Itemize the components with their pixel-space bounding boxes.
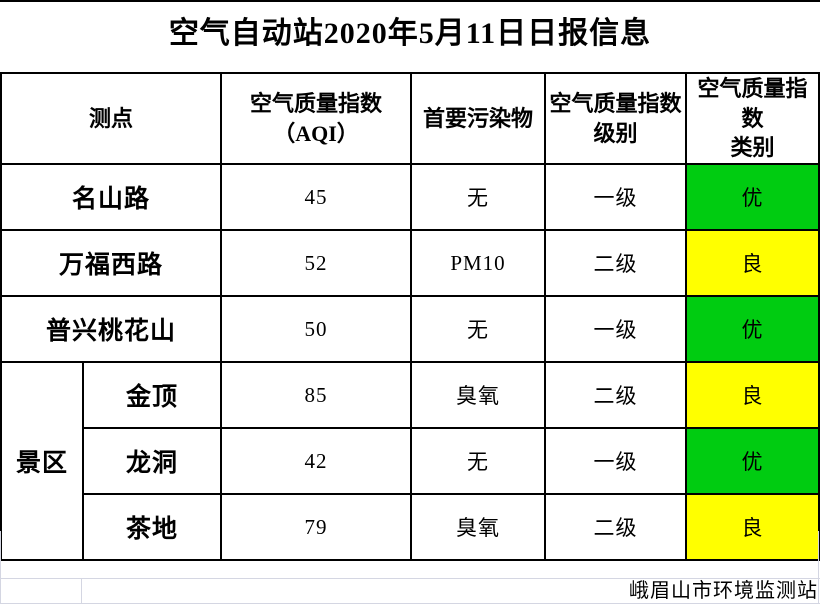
pollutant-cell: PM10 bbox=[410, 229, 547, 298]
site-name-cell: 金顶 bbox=[81, 361, 223, 430]
aqi-report-table: 测点 空气质量指数 （AQI） 首要污染物 空气质量指数 级别 空气质量指数 类… bbox=[0, 71, 820, 562]
category-cell: 良 bbox=[685, 493, 820, 562]
category-cell: 优 bbox=[685, 163, 820, 232]
gridline-vertical bbox=[81, 578, 82, 604]
col-header-site: 测点 bbox=[0, 71, 223, 166]
level-cell: 一级 bbox=[544, 295, 688, 364]
footer-org: 峨眉山市环境监测站 bbox=[629, 580, 818, 602]
level-cell: 二级 bbox=[544, 493, 688, 562]
table-row: 茶地 79 臭氧 二级 良 bbox=[1, 493, 820, 562]
aqi-value-cell: 52 bbox=[220, 229, 413, 298]
aqi-value-cell: 79 bbox=[220, 493, 413, 562]
pollutant-cell: 臭氧 bbox=[410, 361, 547, 430]
aqi-value-cell: 42 bbox=[220, 427, 413, 496]
table-row: 万福西路 52 PM10 二级 良 bbox=[0, 229, 820, 298]
table-row: 龙洞 42 无 一级 优 bbox=[1, 427, 820, 496]
pollutant-cell: 无 bbox=[410, 427, 547, 496]
level-cell: 一级 bbox=[544, 163, 688, 232]
table-header-row: 测点 空气质量指数 （AQI） 首要污染物 空气质量指数 级别 空气质量指数 类… bbox=[0, 71, 820, 166]
site-name-cell: 万福西路 bbox=[0, 229, 223, 298]
site-name-cell: 普兴桃花山 bbox=[0, 295, 223, 364]
table-row: 景区 金顶 85 臭氧 二级 良 bbox=[0, 361, 820, 562]
col-header-pollutant: 首要污染物 bbox=[410, 71, 547, 166]
category-cell: 良 bbox=[685, 229, 820, 298]
site-name-cell: 茶地 bbox=[81, 493, 223, 562]
category-cell: 良 bbox=[685, 361, 820, 430]
aqi-value-cell: 85 bbox=[220, 361, 413, 430]
category-cell: 优 bbox=[685, 427, 820, 496]
level-cell: 二级 bbox=[544, 229, 688, 298]
page-title: 空气自动站2020年5月11日日报信息 bbox=[168, 17, 652, 50]
aqi-value-cell: 50 bbox=[220, 295, 413, 364]
gridline-vertical bbox=[818, 531, 819, 604]
site-name-cell: 名山路 bbox=[0, 163, 223, 232]
level-cell: 一级 bbox=[544, 427, 688, 496]
group-label-cell: 景区 bbox=[0, 361, 84, 562]
col-header-aqi: 空气质量指数 （AQI） bbox=[220, 71, 413, 166]
col-header-level: 空气质量指数 级别 bbox=[544, 71, 688, 166]
aqi-value-cell: 45 bbox=[220, 163, 413, 232]
pollutant-cell: 无 bbox=[410, 163, 547, 232]
table-row: 名山路 45 无 一级 优 bbox=[0, 163, 820, 232]
col-header-category: 空气质量指数 类别 bbox=[685, 71, 820, 166]
category-cell: 优 bbox=[685, 295, 820, 364]
pollutant-cell: 无 bbox=[410, 295, 547, 364]
table-row: 普兴桃花山 50 无 一级 优 bbox=[0, 295, 820, 364]
top-border-line bbox=[0, 0, 820, 2]
level-cell: 二级 bbox=[544, 361, 688, 430]
gridline-horizontal bbox=[0, 603, 820, 604]
pollutant-cell: 臭氧 bbox=[410, 493, 547, 562]
site-name-cell: 龙洞 bbox=[81, 427, 223, 496]
gridline-vertical bbox=[0, 531, 1, 604]
gridline-horizontal bbox=[0, 578, 820, 579]
